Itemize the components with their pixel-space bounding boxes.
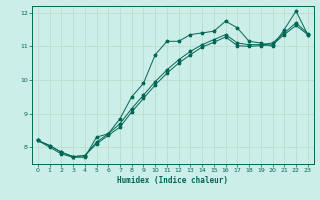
X-axis label: Humidex (Indice chaleur): Humidex (Indice chaleur)	[117, 176, 228, 185]
